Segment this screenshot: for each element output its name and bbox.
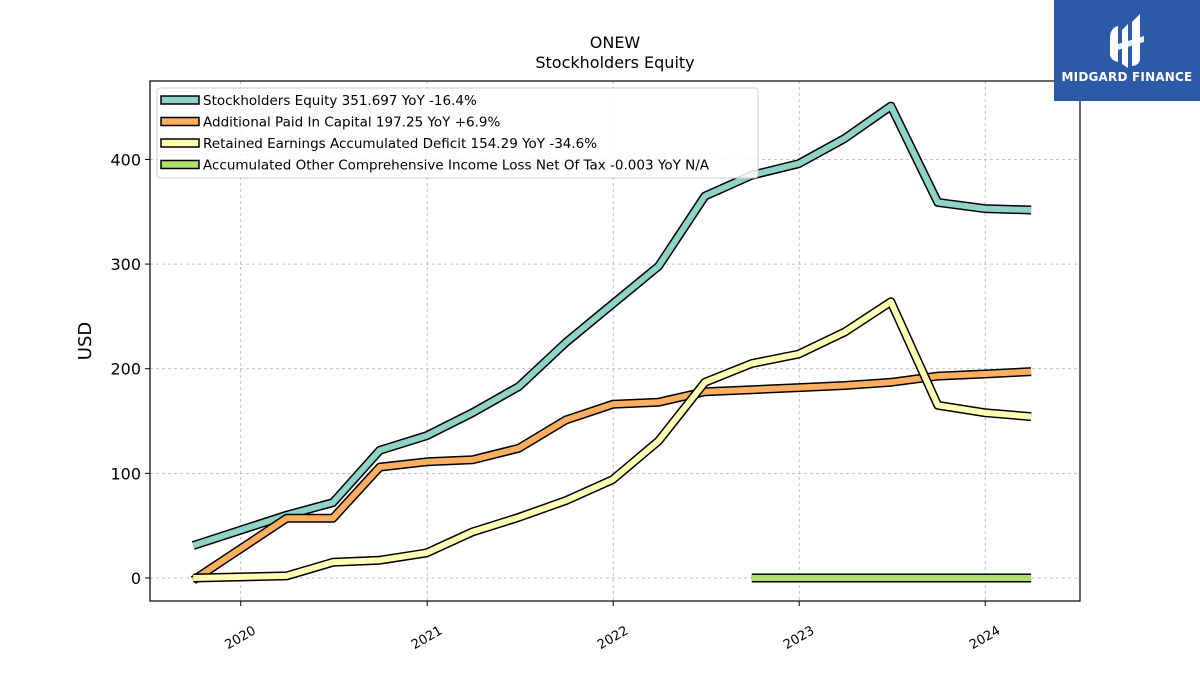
- series-layer: [190, 101, 1032, 584]
- x-axis: 2020 2021 2022 2023 2024: [223, 601, 1003, 653]
- y-tick-label: 100: [110, 464, 141, 483]
- legend-swatch-0: [160, 95, 200, 105]
- y-axis: 0 100 200 300 400: [110, 150, 150, 588]
- y-tick-label: 300: [110, 255, 141, 274]
- legend-label-0: Stockholders Equity 351.697 YoY -16.4%: [203, 93, 477, 109]
- y-axis-label: USD: [75, 322, 96, 360]
- chart-subtitle: Stockholders Equity: [535, 53, 694, 72]
- x-tick-label: 2024: [967, 623, 1003, 653]
- brand-name: MIDGARD FINANCE: [1061, 70, 1193, 84]
- legend-swatch-1: [160, 116, 200, 127]
- legend: Stockholders Equity 351.697 YoY -16.4% Ad…: [156, 87, 759, 179]
- x-tick-label: 2020: [223, 623, 259, 653]
- series-line-0: [192, 103, 1032, 549]
- series-outline-2: [193, 297, 1032, 583]
- legend-label-2: Retained Earnings Accumulated Deficit 15…: [203, 136, 597, 152]
- series-line-1: [191, 368, 1032, 583]
- legend-label-1: Additional Paid In Capital 197.25 YoY +6…: [203, 115, 500, 131]
- x-tick-label: 2022: [595, 623, 631, 653]
- legend-box: [156, 87, 759, 179]
- brand-logo-icon: [1110, 14, 1144, 68]
- y-tick-label: 400: [110, 150, 141, 169]
- legend-swatch-3: [160, 159, 200, 170]
- series-line-2: [193, 298, 1032, 581]
- legend-label-3: Accumulated Other Comprehensive Income L…: [203, 158, 710, 174]
- x-tick-label: 2021: [409, 623, 445, 653]
- y-tick-label: 200: [110, 360, 141, 379]
- brand-logo: MIDGARD FINANCE: [1054, 0, 1200, 101]
- chart-title: ONEW: [590, 33, 641, 52]
- plot-frame: [149, 80, 1081, 602]
- x-tick-label: 2023: [781, 623, 817, 653]
- legend-swatch-2: [160, 138, 200, 148]
- y-tick-label: 0: [131, 569, 141, 588]
